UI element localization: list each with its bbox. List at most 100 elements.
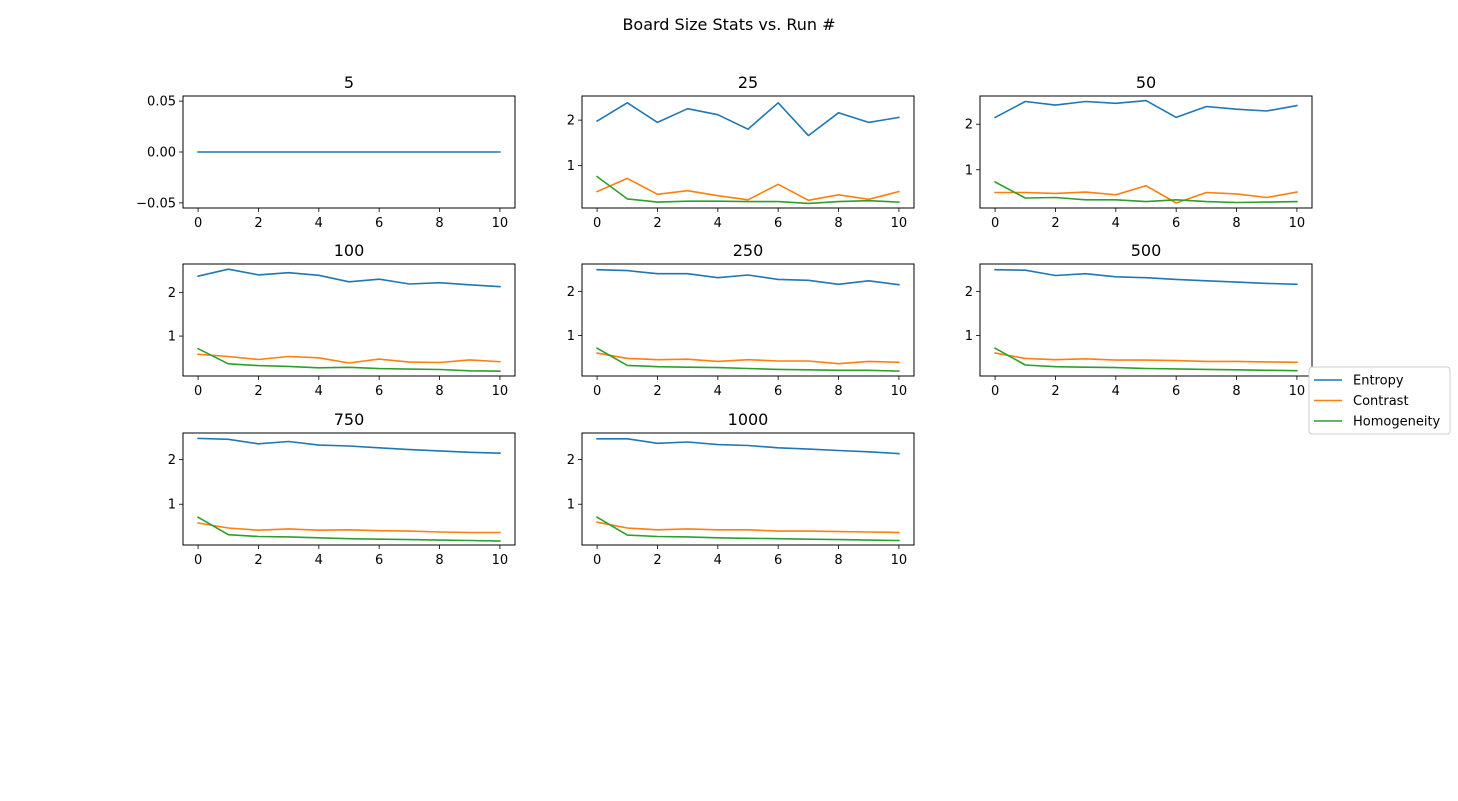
x-tick-label: 4	[315, 216, 323, 231]
subplot-title: 25	[738, 73, 758, 92]
subplot-title: 750	[334, 410, 365, 429]
y-tick-label: 2	[965, 118, 973, 133]
x-tick-label: 4	[714, 384, 722, 399]
x-tick-label: 4	[714, 553, 722, 568]
x-tick-label: 4	[315, 553, 323, 568]
x-tick-label: 8	[435, 553, 443, 568]
figure-title: Board Size Stats vs. Run #	[622, 15, 835, 34]
x-tick-label: 4	[1112, 216, 1120, 231]
y-tick-label: 2	[567, 453, 575, 468]
y-tick-label: 2	[567, 114, 575, 129]
series-line-entropy	[994, 268, 1298, 286]
subplot-title: 50	[1136, 73, 1156, 92]
x-tick-label: 10	[1289, 384, 1306, 399]
legend-frame	[1308, 366, 1451, 435]
x-tick-label: 2	[254, 216, 262, 231]
x-tick-label: 8	[435, 384, 443, 399]
x-tick-label: 6	[774, 384, 782, 399]
series-line-homogeneity	[994, 347, 1298, 372]
series-line-entropy	[596, 102, 900, 137]
x-tick-label: 0	[194, 553, 202, 568]
axes-frame	[581, 432, 915, 546]
y-tick-label: 1	[567, 329, 575, 344]
series-line-entropy	[596, 268, 900, 286]
x-tick-label: 8	[834, 553, 842, 568]
axes-frame	[581, 95, 915, 209]
x-tick-label: 0	[991, 216, 999, 231]
x-tick-label: 10	[492, 553, 509, 568]
y-tick-label: 2	[168, 286, 176, 301]
series-line-homogeneity	[596, 347, 900, 372]
x-tick-label: 6	[1172, 384, 1180, 399]
x-tick-label: 2	[653, 553, 661, 568]
series-line-entropy	[197, 437, 501, 455]
x-tick-label: 8	[1232, 384, 1240, 399]
x-tick-label: 4	[315, 384, 323, 399]
x-tick-label: 10	[492, 216, 509, 231]
x-tick-label: 2	[1051, 216, 1059, 231]
subplot-title: 5	[344, 73, 354, 92]
x-tick-label: 6	[1172, 216, 1180, 231]
x-tick-label: 10	[891, 216, 908, 231]
series-line-entropy	[596, 437, 900, 455]
legend-entries: Entropy Contrast Homogeneity	[1314, 374, 1441, 430]
series-line-contrast	[994, 352, 1298, 364]
y-tick-label: 2	[567, 285, 575, 300]
series-line-contrast	[197, 353, 501, 364]
axes-frame	[979, 95, 1313, 209]
x-tick-label: 0	[194, 216, 202, 231]
x-tick-label: 2	[1051, 384, 1059, 399]
legend: Entropy Contrast Homogeneity	[1308, 366, 1451, 435]
y-tick-label: 0.05	[147, 95, 176, 110]
legend-label: Entropy	[1353, 374, 1404, 389]
y-tick-label: 0.00	[147, 146, 176, 161]
x-tick-label: 4	[1112, 384, 1120, 399]
subplot-title: 500	[1131, 241, 1162, 260]
y-tick-label: −0.05	[136, 196, 176, 211]
x-tick-label: 8	[1232, 216, 1240, 231]
series-line-homogeneity	[595, 175, 900, 205]
series-line-homogeneity	[596, 516, 900, 542]
series-line-contrast	[596, 352, 900, 365]
x-tick-label: 8	[834, 384, 842, 399]
y-tick-label: 1	[965, 163, 973, 178]
axes-frame	[182, 263, 516, 377]
x-tick-label: 6	[375, 216, 383, 231]
series-line-homogeneity	[197, 516, 501, 542]
subplot-title: 250	[733, 241, 764, 260]
axes-frame	[182, 432, 516, 546]
y-tick-label: 1	[168, 330, 176, 345]
x-tick-label: 0	[194, 384, 202, 399]
x-tick-label: 6	[375, 384, 383, 399]
x-tick-label: 2	[653, 216, 661, 231]
y-tick-label: 1	[567, 159, 575, 174]
series-line-entropy	[994, 99, 1298, 119]
series-line-contrast	[994, 184, 1298, 204]
x-tick-label: 0	[593, 216, 601, 231]
legend-label: Homogeneity	[1353, 415, 1441, 430]
x-tick-label: 0	[593, 553, 601, 568]
y-tick-label: 2	[965, 285, 973, 300]
subplot-title: 1000	[728, 410, 769, 429]
x-tick-label: 8	[435, 216, 443, 231]
axes-frame	[581, 263, 915, 377]
legend-label: Contrast	[1353, 394, 1409, 409]
x-tick-label: 2	[254, 553, 262, 568]
subplot: 5 0 2 4 6 8 10 −0.05 0.00 0.05	[136, 73, 516, 231]
series-line-contrast	[596, 521, 900, 534]
x-tick-label: 8	[834, 216, 842, 231]
series-line-homogeneity	[994, 180, 1298, 204]
series-line-contrast	[197, 522, 501, 534]
x-tick-label: 2	[254, 384, 262, 399]
x-tick-label: 6	[774, 553, 782, 568]
axes-frame	[979, 263, 1313, 377]
x-tick-label: 6	[774, 216, 782, 231]
